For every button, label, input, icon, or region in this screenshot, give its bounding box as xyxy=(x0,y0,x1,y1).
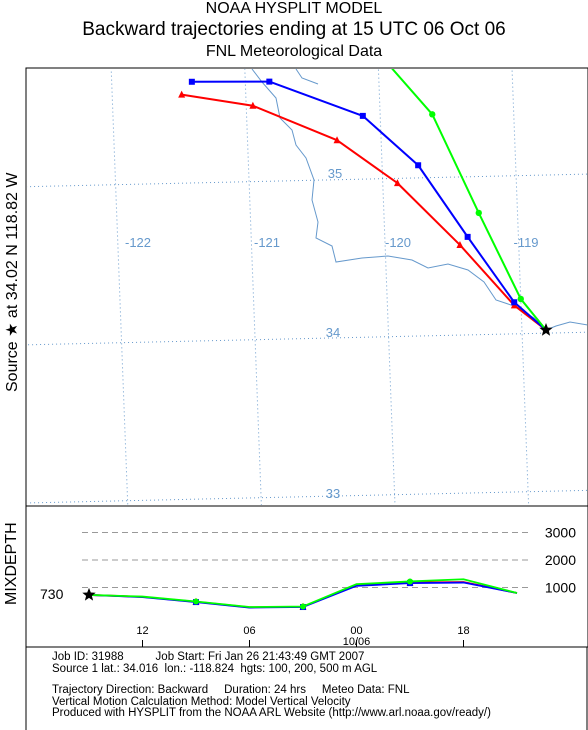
red-trajectory-point xyxy=(178,90,186,98)
title-line-2: Backward trajectories ending at 15 UTC 0… xyxy=(82,19,506,40)
coastline xyxy=(251,69,587,331)
red-trajectory-point xyxy=(249,101,257,109)
longitude-gridline-122 xyxy=(110,69,129,505)
latitude-gridline-34 xyxy=(27,331,587,346)
mixdepth-start-star xyxy=(82,587,96,601)
red-trajectory-point xyxy=(333,136,341,144)
longitude-label: -119 xyxy=(513,235,538,250)
green-mixdepth-point xyxy=(407,578,413,585)
time-tick-label: 06 xyxy=(243,625,255,637)
green-trajectory-point xyxy=(517,295,524,303)
mixdepth-start-value: 730 xyxy=(40,586,64,602)
time-tick-label: 12 xyxy=(136,625,148,637)
red-trajectory-point xyxy=(393,179,401,187)
blue-trajectory-point xyxy=(359,112,366,119)
footer-direction-line: Trajectory Direction: Backward Duration:… xyxy=(52,684,410,696)
blue-trajectory-point xyxy=(266,78,273,85)
mixdepth-frame xyxy=(25,505,588,648)
green-trajectory-point xyxy=(342,42,348,48)
time-tick-label: 18 xyxy=(457,625,469,637)
source-star-marker xyxy=(539,323,553,336)
longitude-gridline-119 xyxy=(511,69,530,505)
green-trajectory-point xyxy=(377,52,383,58)
latitude-label: 33 xyxy=(326,486,340,501)
latitude-gridline-33 xyxy=(27,489,587,504)
mixdepth-tick-label: 1000 xyxy=(545,580,576,596)
green-trajectory-point xyxy=(475,209,482,217)
blue-trajectory-point xyxy=(511,299,518,306)
mixdepth-tick-label: 3000 xyxy=(545,525,576,541)
green-mixdepth-point xyxy=(193,598,199,605)
longitude-gridline-120 xyxy=(377,69,396,505)
blue-trajectory-line xyxy=(191,80,547,331)
blue-trajectory-point xyxy=(464,233,471,240)
longitude-label: -121 xyxy=(254,235,280,250)
latitude-label: 35 xyxy=(328,166,342,181)
green-trajectory-line xyxy=(391,69,547,331)
green-mixdepth-point xyxy=(300,603,306,610)
time-tick-label: 00 xyxy=(350,625,362,637)
red-trajectory-point xyxy=(456,240,464,248)
date-label: 10/06 xyxy=(343,636,371,648)
title-line-1: NOAA HYSPLIT MODEL xyxy=(205,0,383,17)
latitude-gridline-35 xyxy=(27,173,587,188)
longitude-label: -122 xyxy=(125,235,151,250)
mixdepth-tick-label: 2000 xyxy=(545,552,576,568)
footer-source-line: Source 1 lat.: 34.016 lon.: -118.824 hgt… xyxy=(52,662,378,675)
green-trajectory-point xyxy=(429,111,436,118)
red-trajectory-line xyxy=(181,93,547,331)
blue-trajectory-point xyxy=(415,162,422,169)
title-line-3: FNL Meteorological Data xyxy=(205,43,383,60)
footer-vertical-line: Vertical Motion Calculation Method: Mode… xyxy=(52,695,351,708)
footer-job-line: Job ID: 31988 Job Start: Fri Jan 26 21:4… xyxy=(52,651,365,663)
longitude-label: -120 xyxy=(385,235,411,250)
footer-produced-line: Produced with HYSPLIT from the NOAA ARL … xyxy=(52,707,491,719)
map-layer: -122 -121 -120 -119 35 34 33 xyxy=(27,42,587,505)
state-boundary xyxy=(295,69,319,85)
latitude-label: 34 xyxy=(326,325,340,340)
source-location-label: Source ★ at 34.02 N 118.82 W xyxy=(4,172,21,393)
green-trajectory-point xyxy=(281,56,287,62)
footer-info: Job ID: 31988 Job Start: Fri Jan 26 21:4… xyxy=(52,651,491,720)
blue-trajectory-point xyxy=(188,78,195,85)
mixdepth-axis-label: MIXDEPTH xyxy=(3,522,20,605)
longitude-gridline-121 xyxy=(244,69,262,505)
